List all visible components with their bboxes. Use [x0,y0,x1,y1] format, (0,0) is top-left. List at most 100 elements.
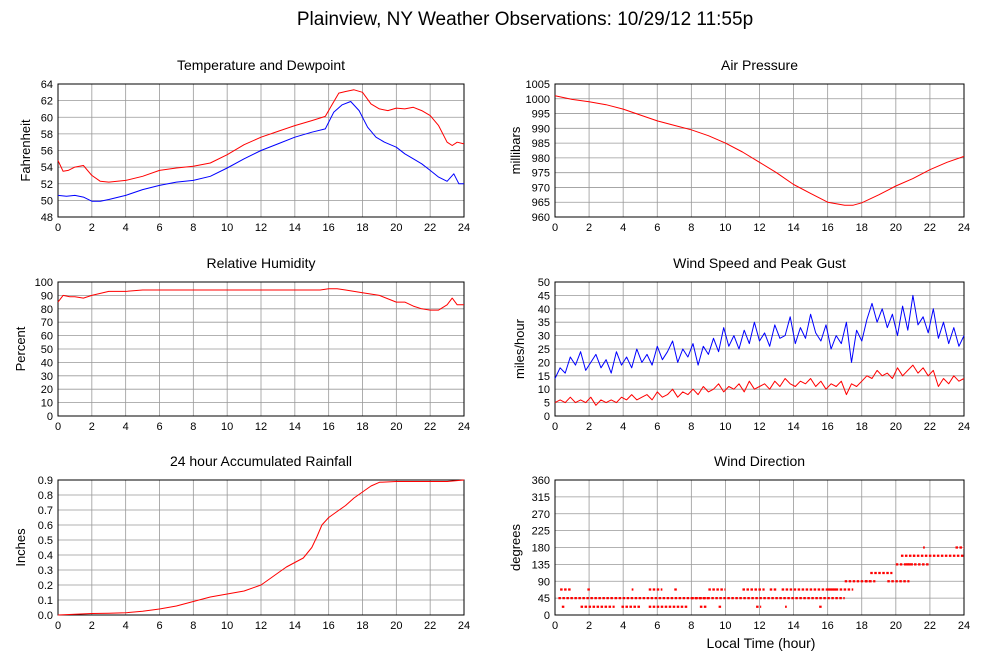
y-tick-label: 25 [538,344,550,356]
x-tick-label: 20 [390,222,402,234]
y-tick-label: 40 [538,304,550,316]
y-tick-label: 995 [532,109,550,121]
x-tick-label: 22 [424,421,436,433]
y-tick-label: 20 [538,357,550,369]
series-line-0 [554,95,965,206]
y-tick-label: 970 [532,182,550,194]
y-tick-label: 50 [538,277,550,289]
y-tick-label: 35 [538,317,550,329]
y-tick-label: 50 [41,344,53,356]
y-tick-label: 0 [47,411,53,423]
x-tick-label: 2 [89,421,95,433]
x-tick-label: 8 [688,421,694,433]
x-tick-label: 14 [289,620,301,632]
x-tick-label: 2 [586,421,592,433]
x-tick-label: 8 [688,222,694,234]
chart-title: 24 hour Accumulated Rainfall [170,453,352,469]
y-tick-label: 100 [35,277,53,289]
y-axis-label: Fahrenheit [18,119,33,182]
y-tick-label: 0.2 [38,580,53,592]
y-tick-label: 960 [532,212,550,224]
x-tick-label: 14 [787,222,799,234]
y-tick-label: 965 [532,197,550,209]
plot-frame [554,83,965,218]
x-tick-label: 4 [123,421,129,433]
y-tick-label: 1000 [526,94,550,106]
x-tick-label: 8 [190,222,196,234]
x-tick-label: 2 [586,222,592,234]
x-tick-label: 16 [822,620,834,632]
x-tick-label: 24 [458,620,470,632]
x-tick-label: 12 [255,222,267,234]
x-tick-label: 6 [156,421,162,433]
x-tick-label: 16 [323,222,335,234]
y-tick-label: 60 [41,331,53,343]
x-tick-label: 2 [89,222,95,234]
plot-frame [57,479,465,616]
x-tick-label: 24 [458,222,470,234]
chart-title: Wind Speed and Peak Gust [673,255,846,271]
page-title: Plainview, NY Weather Observations: 10/2… [297,9,753,30]
x-tick-label: 20 [890,620,902,632]
y-tick-label: 90 [538,576,550,588]
x-tick-label: 4 [620,620,626,632]
y-tick-label: 975 [532,168,550,180]
y-tick-label: 70 [41,317,53,329]
plot-frame [554,281,965,417]
x-tick-label: 14 [787,620,799,632]
x-tick-label: 22 [424,620,436,632]
y-tick-label: 80 [41,304,53,316]
x-tick-label: 6 [156,222,162,234]
chart-title: Wind Direction [714,453,805,469]
y-tick-label: 20 [41,384,53,396]
chart-title: Temperature and Dewpoint [177,57,345,73]
series-line-0 [554,294,965,379]
chart-title: Air Pressure [721,57,798,73]
x-tick-label: 22 [424,222,436,234]
y-tick-label: 56 [41,146,53,158]
x-tick-label: 8 [190,620,196,632]
x-tick-label: 16 [323,421,335,433]
y-tick-label: 0.0 [38,610,53,622]
chart-title: Relative Humidity [207,255,316,271]
x-tick-label: 0 [552,620,558,632]
y-tick-label: 0.3 [38,565,53,577]
x-tick-label: 18 [356,421,368,433]
y-tick-label: 0 [544,610,550,622]
y-tick-label: 45 [538,290,550,302]
y-tick-label: 90 [41,290,53,302]
y-tick-label: 315 [532,492,550,504]
x-tick-label: 18 [856,421,868,433]
y-tick-label: 225 [532,526,550,538]
x-tick-label: 4 [620,421,626,433]
y-tick-label: 360 [532,475,550,487]
y-tick-label: 270 [532,509,550,521]
x-tick-label: 18 [356,222,368,234]
x-tick-label: 2 [89,620,95,632]
series-line-0 [57,288,464,311]
y-tick-label: 30 [538,331,550,343]
x-axis-label: Local Time (hour) [707,635,816,651]
y-axis-label: Inches [13,528,28,567]
x-tick-label: 0 [55,421,61,433]
x-tick-label: 10 [719,222,731,234]
y-tick-label: 180 [532,543,550,555]
x-tick-label: 24 [958,222,970,234]
y-tick-label: 40 [41,357,53,369]
y-tick-label: 0.7 [38,505,53,517]
y-axis-label: degrees [508,524,523,571]
y-tick-label: 52 [41,179,53,191]
y-tick-label: 54 [41,162,53,174]
x-tick-label: 14 [787,421,799,433]
y-tick-label: 5 [544,398,550,410]
x-tick-label: 18 [856,222,868,234]
x-tick-label: 22 [924,222,936,234]
x-tick-label: 18 [856,620,868,632]
x-tick-label: 8 [190,421,196,433]
